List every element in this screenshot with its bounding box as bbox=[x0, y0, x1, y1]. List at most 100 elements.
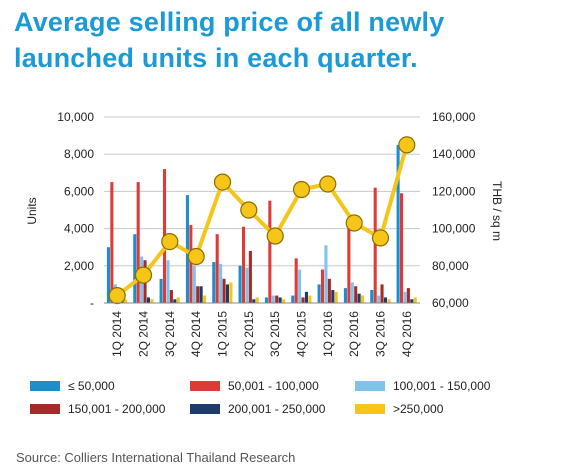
title-line-2: launched units in each quarter. bbox=[14, 43, 418, 73]
bar bbox=[133, 234, 137, 303]
bar bbox=[176, 297, 180, 303]
bar bbox=[106, 247, 110, 303]
x-tick-label: 3Q 2014 bbox=[163, 311, 177, 357]
legend-label: 100,001 - 150,000 bbox=[393, 379, 491, 393]
legend-item: >250,000 bbox=[355, 401, 443, 417]
legend-label: 150,001 - 200,000 bbox=[68, 402, 166, 416]
bar bbox=[159, 278, 163, 303]
bar bbox=[275, 295, 279, 303]
chart-title: Average selling price of all newly launc… bbox=[14, 4, 559, 76]
bar bbox=[150, 299, 154, 303]
bar bbox=[403, 291, 407, 303]
bar bbox=[189, 224, 193, 303]
bar bbox=[185, 195, 189, 303]
bar bbox=[225, 284, 229, 303]
bar bbox=[350, 282, 354, 303]
bar bbox=[380, 284, 384, 303]
legend-swatch bbox=[355, 404, 385, 414]
bar bbox=[383, 297, 387, 303]
price-point bbox=[371, 229, 390, 247]
legend-label: 200,001 - 250,000 bbox=[228, 402, 326, 416]
source-note: Source: Colliers International Thailand … bbox=[16, 450, 296, 465]
bar bbox=[264, 297, 268, 303]
bar bbox=[291, 295, 295, 303]
bar bbox=[282, 299, 286, 303]
bar bbox=[212, 262, 216, 303]
bar bbox=[331, 289, 335, 303]
x-tick-label: 2Q 2016 bbox=[347, 311, 361, 357]
price-point bbox=[134, 266, 153, 284]
price-point bbox=[292, 180, 311, 199]
bar bbox=[245, 267, 249, 303]
bar bbox=[166, 260, 170, 303]
bar bbox=[278, 297, 282, 303]
legend-swatch bbox=[190, 381, 220, 391]
legend-item: 50,001 - 100,000 bbox=[190, 378, 319, 394]
bar bbox=[399, 193, 404, 303]
bar bbox=[192, 265, 196, 303]
y-tick-label: 6,000 bbox=[64, 184, 94, 198]
bar bbox=[396, 144, 400, 303]
x-tick-label: 4Q 2015 bbox=[295, 311, 309, 357]
legend-swatch bbox=[30, 381, 60, 391]
bar bbox=[347, 224, 351, 303]
bar bbox=[387, 299, 391, 303]
bar bbox=[203, 295, 207, 303]
bar bbox=[324, 245, 328, 303]
bar bbox=[304, 291, 308, 303]
y-tick-label: - bbox=[90, 296, 94, 310]
legend-item: 200,001 - 250,000 bbox=[190, 401, 325, 417]
y2-tick-label: 80,000 bbox=[432, 259, 469, 273]
bar bbox=[219, 263, 223, 303]
legend-item: 100,001 - 150,000 bbox=[355, 378, 490, 394]
axes: - 60,000 2,000 80,000 4,000 100,000 6,000 120,0… bbox=[57, 110, 475, 357]
y2-tick-label: 100,000 bbox=[432, 222, 476, 236]
bar bbox=[410, 299, 414, 303]
title-line-1: Average selling price of all newly bbox=[14, 7, 445, 37]
bar bbox=[354, 286, 358, 303]
bar bbox=[199, 286, 203, 303]
price-point bbox=[108, 287, 126, 305]
bar bbox=[173, 299, 177, 303]
bar bbox=[406, 288, 410, 303]
y2-tick-label: 120,000 bbox=[432, 184, 476, 198]
legend-label: ≤ 50,000 bbox=[68, 379, 115, 393]
x-tick-label: 4Q 2016 bbox=[400, 311, 414, 357]
bar bbox=[229, 282, 233, 303]
bar bbox=[370, 289, 374, 303]
x-tick-label: 3Q 2016 bbox=[374, 311, 388, 357]
bar bbox=[334, 291, 338, 303]
bar bbox=[222, 278, 226, 303]
y2-tick-label: 160,000 bbox=[432, 110, 476, 124]
bar bbox=[317, 284, 321, 303]
bar bbox=[146, 297, 150, 303]
legend-label: >250,000 bbox=[393, 402, 444, 416]
price-point bbox=[319, 175, 337, 193]
price-point bbox=[266, 227, 284, 245]
bar bbox=[110, 182, 114, 303]
bar bbox=[169, 289, 173, 303]
legend-label: 50,001 - 100,000 bbox=[228, 379, 319, 393]
bar bbox=[373, 187, 377, 303]
bar bbox=[377, 295, 381, 303]
y-tick-label: 4,000 bbox=[64, 222, 94, 236]
bar bbox=[298, 269, 302, 303]
bar bbox=[255, 297, 259, 303]
price-point bbox=[240, 201, 258, 219]
bar bbox=[308, 295, 312, 303]
price-point bbox=[187, 247, 205, 266]
y-tick-label: 10,000 bbox=[57, 110, 94, 124]
x-tick-label: 2Q 2014 bbox=[137, 311, 151, 357]
x-tick-label: 4Q 2014 bbox=[189, 311, 203, 357]
y-axis-label: Units bbox=[25, 197, 39, 224]
bar bbox=[343, 288, 347, 303]
legend-item: ≤ 50,000 bbox=[30, 378, 115, 394]
price-point bbox=[213, 173, 232, 191]
bar bbox=[301, 297, 305, 303]
legend-item: 150,001 - 200,000 bbox=[30, 401, 165, 417]
bar bbox=[196, 286, 200, 303]
price-line bbox=[108, 136, 416, 305]
price-line-path bbox=[115, 144, 409, 298]
legend-swatch bbox=[30, 404, 60, 414]
